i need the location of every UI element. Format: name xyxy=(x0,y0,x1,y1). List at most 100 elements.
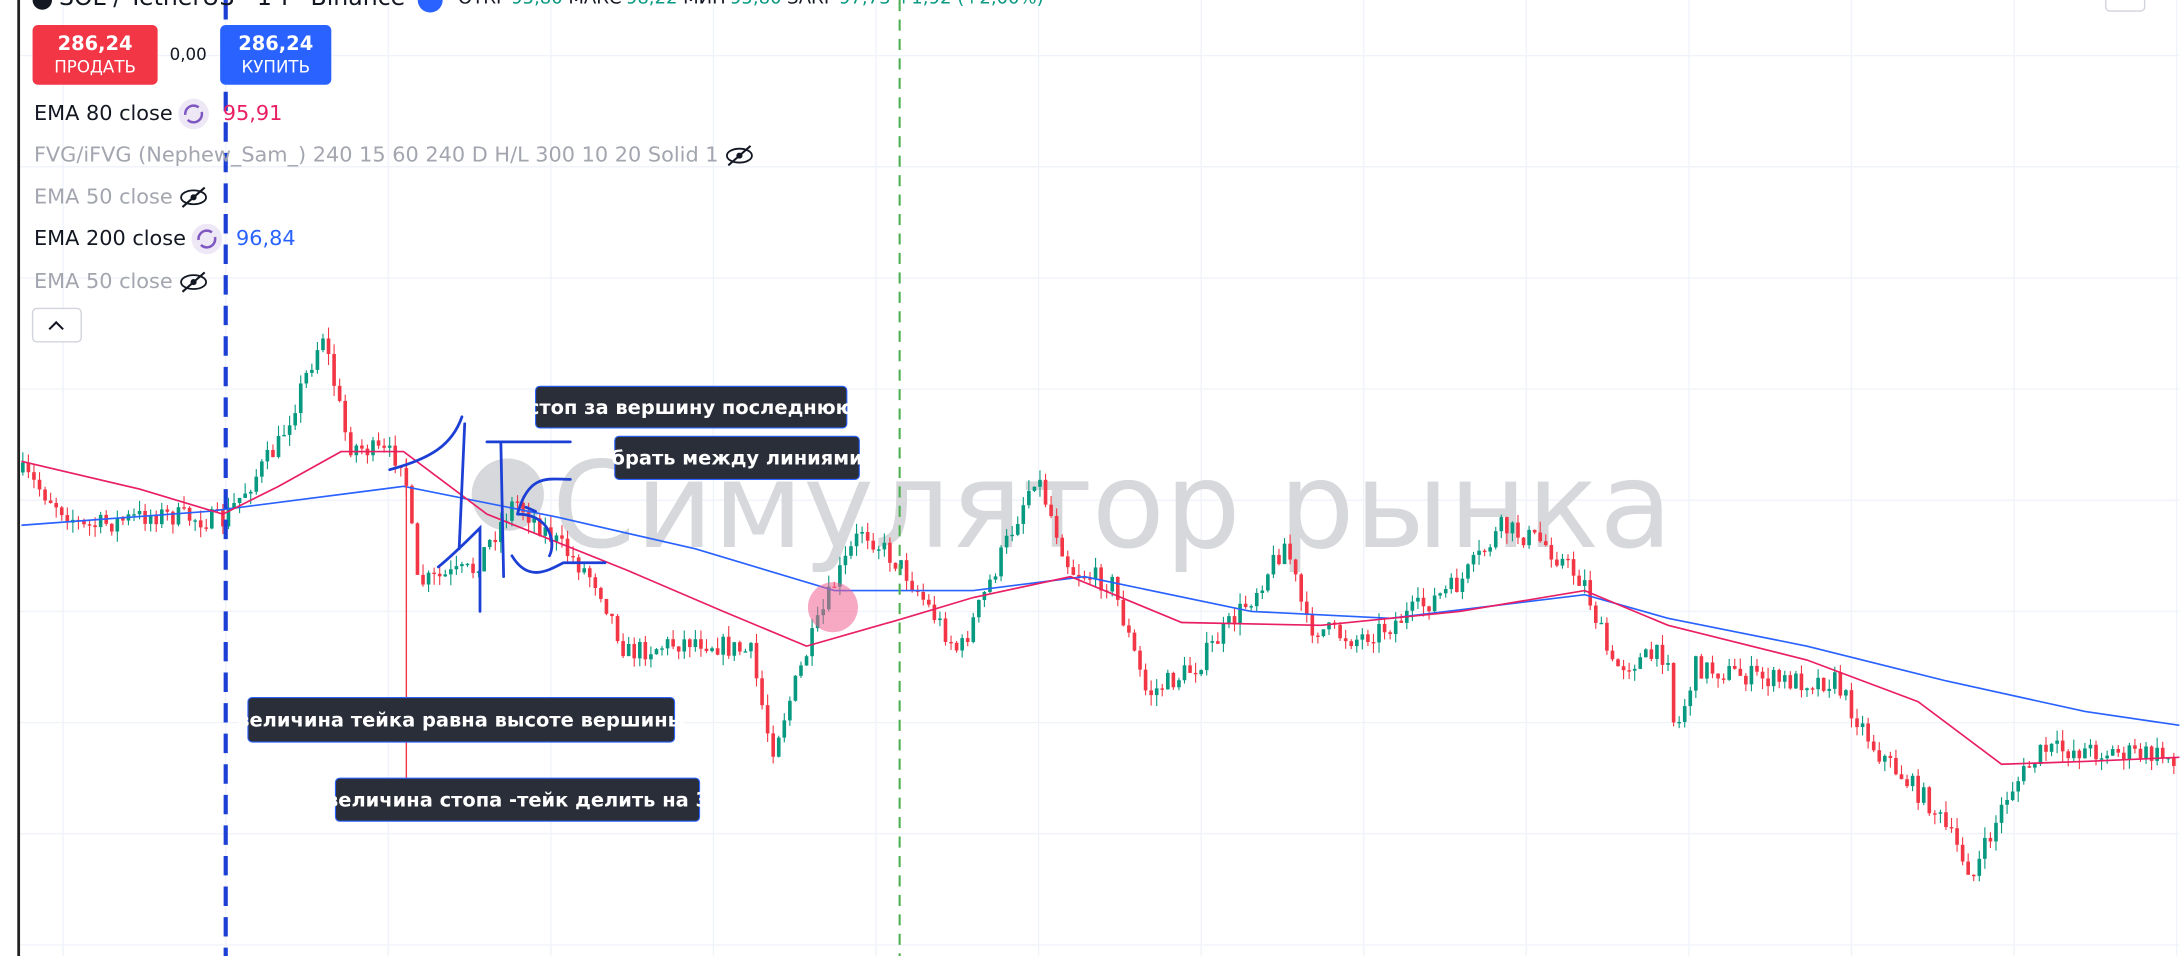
candle-body xyxy=(1749,665,1754,685)
candle-body xyxy=(276,435,281,458)
candle-body xyxy=(1649,649,1654,659)
candle-body xyxy=(682,639,687,652)
candle-body xyxy=(1955,828,1959,845)
candle-body xyxy=(121,517,125,521)
collapse-button-box[interactable] xyxy=(31,307,82,343)
candle-body xyxy=(960,638,964,651)
annotation-box[interactable] xyxy=(247,696,676,743)
candle-body xyxy=(482,547,486,572)
candle-body xyxy=(1949,827,1954,829)
candle-body xyxy=(1054,516,1059,538)
candle-body xyxy=(1721,678,1726,680)
candle-body xyxy=(1455,577,1459,592)
candle-body xyxy=(304,372,309,384)
candle-body xyxy=(1132,632,1137,651)
candle-body xyxy=(182,507,186,509)
collapse-button[interactable] xyxy=(31,307,82,343)
indicator-legend: EMA 80 close 95,91 FVG/iFVG (Nephew_Sam_) … xyxy=(34,98,753,293)
candle-body xyxy=(1905,779,1909,787)
candle-body xyxy=(1866,723,1870,742)
candle-body xyxy=(137,510,142,515)
candle-body xyxy=(676,646,681,652)
buy-button[interactable] xyxy=(220,25,332,85)
candle-body xyxy=(1077,574,1081,578)
candle-body xyxy=(1855,718,1859,728)
candle-body xyxy=(1088,578,1092,580)
candle-body xyxy=(1682,706,1687,722)
ohlc-value: 95,80 xyxy=(730,0,782,9)
candle-body xyxy=(2138,748,2143,759)
indicator-name[interactable]: EMA 80 close xyxy=(34,101,173,125)
candle-body xyxy=(1115,576,1120,600)
candle-body xyxy=(1477,550,1481,555)
candle-body xyxy=(899,560,903,569)
candle-body xyxy=(1216,641,1220,644)
candle-body xyxy=(665,639,670,649)
candle-body xyxy=(48,500,53,504)
candle-body xyxy=(688,639,692,648)
candle-body xyxy=(1354,639,1359,647)
candle-body xyxy=(1038,479,1042,487)
reload-icon[interactable] xyxy=(178,98,209,130)
candle-body xyxy=(37,479,42,490)
candle-body xyxy=(1666,662,1670,665)
candle-body xyxy=(1127,625,1131,633)
indicator-name[interactable]: EMA 200 close xyxy=(34,226,186,250)
candle-body xyxy=(115,517,120,532)
candle-body xyxy=(954,642,959,651)
candle-body xyxy=(1671,662,1676,723)
candle-body xyxy=(2160,747,2165,759)
toolbar-button[interactable] xyxy=(2105,0,2146,12)
annotation-box[interactable] xyxy=(614,435,860,480)
candle-body xyxy=(1065,556,1070,568)
candle-body xyxy=(1449,577,1454,590)
candle-body xyxy=(743,651,748,653)
candle-body xyxy=(159,509,164,525)
candle-body xyxy=(1143,669,1148,691)
candle-body xyxy=(26,462,31,473)
candle-body xyxy=(1277,554,1281,565)
candle-body xyxy=(1799,673,1804,691)
candle-body xyxy=(65,515,70,523)
indicator-name[interactable]: EMA 50 close xyxy=(34,184,173,208)
sell-button[interactable] xyxy=(32,25,158,85)
candle-body xyxy=(1844,690,1848,696)
candle-body xyxy=(1015,523,1020,535)
candle-body xyxy=(610,613,614,617)
indicator-name[interactable]: EMA 50 close xyxy=(34,269,173,293)
candle-body xyxy=(2055,740,2059,744)
candle-body xyxy=(204,527,209,529)
candle-body xyxy=(287,425,292,435)
eye-hidden-icon[interactable] xyxy=(180,186,207,208)
candle-body xyxy=(21,462,25,473)
candle-body xyxy=(521,502,525,513)
annotation-box[interactable] xyxy=(334,777,701,822)
candle-body xyxy=(1916,775,1920,803)
candle-body xyxy=(1160,688,1165,690)
candle-body xyxy=(1299,574,1304,602)
candle-body xyxy=(1021,505,1026,524)
reload-icon[interactable] xyxy=(191,223,223,255)
candle-body xyxy=(765,705,770,734)
candle-body xyxy=(982,591,987,601)
candle-body xyxy=(487,539,492,548)
ohlc-label: МАКС xyxy=(568,0,621,9)
candle-body xyxy=(1805,688,1809,691)
candle-body xyxy=(1605,622,1609,651)
candle-body xyxy=(760,678,764,706)
eye-hidden-icon[interactable] xyxy=(180,271,207,293)
candle-body xyxy=(2094,744,2098,760)
candle-body xyxy=(1443,589,1448,594)
candle-body xyxy=(1555,559,1559,566)
candle-body xyxy=(387,445,392,448)
symbol-title: SOL / TetherUS · 1Ч · Binance xyxy=(59,0,405,11)
indicator-name[interactable]: FVG/iFVG (Nephew_Sam_) 240 15 60 240 D H… xyxy=(34,143,719,168)
candle-body xyxy=(43,489,47,501)
candle-body xyxy=(32,472,36,480)
candle-body xyxy=(1677,721,1681,724)
annotation-box[interactable] xyxy=(535,385,848,429)
candle-body xyxy=(1204,642,1209,671)
candle-body xyxy=(1471,554,1476,565)
eye-hidden-icon[interactable] xyxy=(726,145,753,167)
